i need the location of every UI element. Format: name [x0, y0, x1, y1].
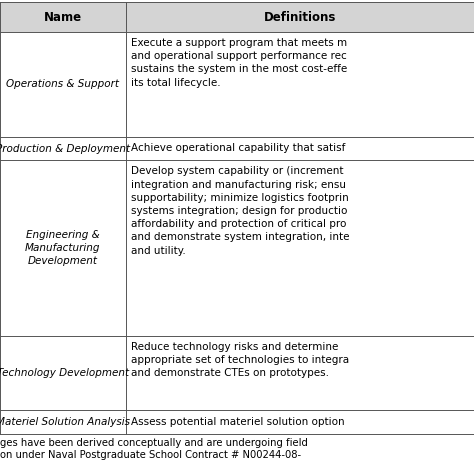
- Text: Engineering &
Manufacturing
Development: Engineering & Manufacturing Development: [25, 230, 100, 266]
- Text: Achieve operational capability that satisf: Achieve operational capability that sati…: [131, 143, 346, 153]
- Text: Definitions: Definitions: [264, 10, 336, 24]
- Text: Assess potential materiel solution option: Assess potential materiel solution optio…: [131, 417, 345, 427]
- Text: Reduce technology risks and determine
appropriate set of technologies to integra: Reduce technology risks and determine ap…: [131, 342, 349, 378]
- Text: Develop system capability or (increment
integration and manufacturing risk; ensu: Develop system capability or (increment …: [131, 166, 350, 255]
- Text: Materiel Solution Analysis: Materiel Solution Analysis: [0, 417, 130, 427]
- Text: Operations & Support: Operations & Support: [6, 79, 119, 89]
- Bar: [0, 2, 474, 32]
- Text: Name: Name: [44, 10, 82, 24]
- Text: Production & Deployment: Production & Deployment: [0, 144, 130, 154]
- Text: Technology Development: Technology Development: [0, 368, 129, 378]
- Text: ges have been derived conceptually and are undergoing field
on under Naval Postg: ges have been derived conceptually and a…: [0, 438, 308, 460]
- Text: Execute a support program that meets m
and operational support performance rec
s: Execute a support program that meets m a…: [131, 38, 347, 88]
